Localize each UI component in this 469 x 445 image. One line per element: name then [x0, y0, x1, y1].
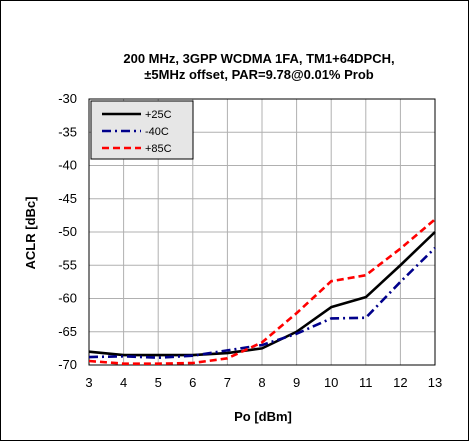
y-tick-label: -50 — [58, 224, 77, 239]
x-tick-label: 7 — [224, 375, 231, 390]
y-tick-label: -60 — [58, 291, 77, 306]
legend-label-2: +85C — [145, 143, 172, 155]
x-axis-label: Po [dBm] — [234, 409, 292, 424]
x-tick-label: 8 — [258, 375, 265, 390]
x-tick-label: 11 — [359, 375, 373, 390]
x-tick-label: 12 — [393, 375, 407, 390]
x-tick-label: 5 — [155, 375, 162, 390]
series-lines — [88, 218, 436, 365]
y-tick-label: -35 — [58, 124, 77, 139]
x-tick-label: 10 — [324, 375, 338, 390]
y-tick-label: -55 — [58, 257, 77, 272]
series-line-1 — [88, 247, 436, 359]
legend: +25C -40C +85C — [90, 100, 194, 160]
x-tick-label: 13 — [428, 375, 442, 390]
chart-title-line-2: ±5MHz offset, PAR=9.78@0.01% Prob — [144, 67, 374, 82]
y-tick-label: -65 — [58, 324, 77, 339]
x-tick-label: 6 — [189, 375, 196, 390]
y-tick-label: -70 — [58, 357, 77, 372]
y-tick-labels: -30 -35 -40 -45 -50 -55 -60 -65 -70 — [58, 91, 77, 372]
x-tick-labels: 3 4 5 6 7 8 9 10 11 12 13 — [85, 375, 442, 390]
chart-title-line-1: 200 MHz, 3GPP WCDMA 1FA, TM1+64DPCH, — [123, 51, 394, 66]
legend-label-0: +25C — [145, 109, 172, 121]
y-axis-label: ACLR [dBc] — [23, 197, 38, 270]
series-line-2 — [88, 218, 436, 365]
y-tick-label: -30 — [58, 91, 77, 106]
x-tick-label: 9 — [293, 375, 300, 390]
y-tick-label: -45 — [58, 191, 77, 206]
legend-label-1: -40C — [145, 126, 169, 138]
y-tick-label: -40 — [58, 158, 77, 173]
x-tick-label: 4 — [120, 375, 127, 390]
series-line-0 — [88, 231, 436, 357]
x-tick-label: 3 — [85, 375, 92, 390]
